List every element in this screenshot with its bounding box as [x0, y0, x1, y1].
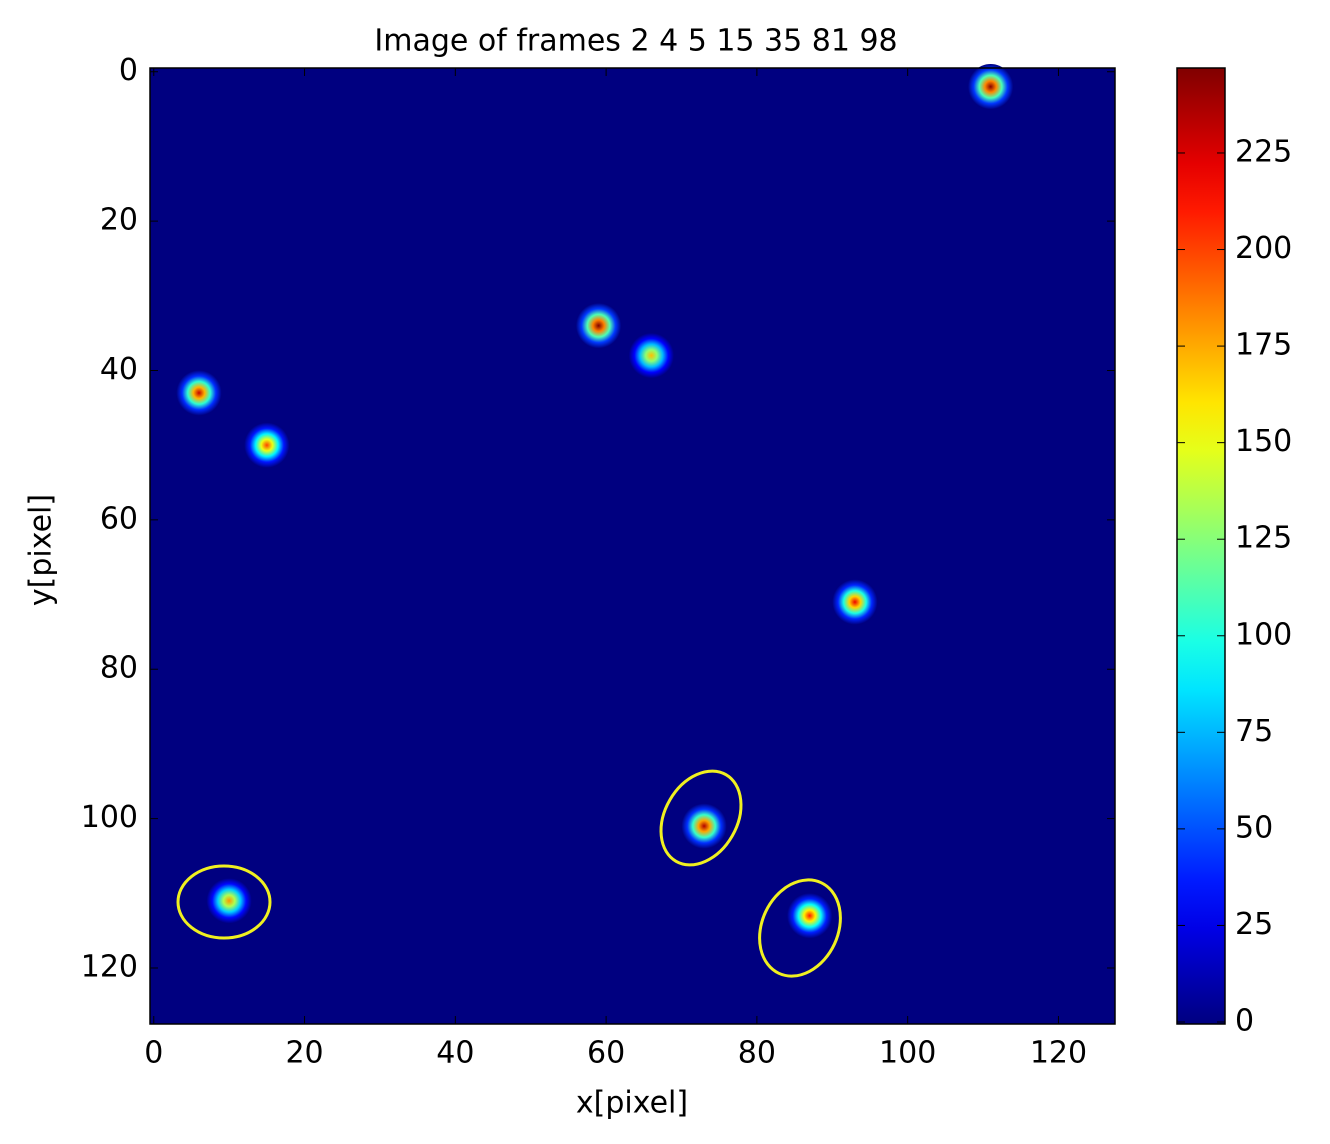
x-tick-label: 0 — [144, 1036, 163, 1071]
spot — [176, 370, 222, 416]
spot — [628, 332, 674, 379]
colorbar-tick-label: 100 — [1235, 617, 1292, 652]
y-tick-label: 60 — [100, 501, 138, 536]
annotation-ellipse — [659, 769, 743, 867]
colorbar-tick-label: 175 — [1235, 328, 1292, 363]
y-axis-label: y[pixel] — [24, 494, 59, 606]
colorbar-tick-label: 225 — [1235, 134, 1292, 169]
spot — [575, 303, 622, 349]
colorbar-tick-label: 50 — [1235, 810, 1273, 845]
x-tick-label: 20 — [285, 1036, 323, 1071]
x-tick-label: 80 — [738, 1036, 776, 1071]
x-tick-label: 100 — [879, 1036, 936, 1071]
chart-title: Image of frames 2 4 5 15 35 81 98 — [374, 24, 897, 59]
plot-frame — [149, 67, 1116, 1025]
spot — [244, 422, 290, 468]
x-axis-label: x[pixel] — [576, 1086, 688, 1121]
y-tick-label: 120 — [81, 949, 138, 984]
y-tick-label: 100 — [81, 800, 138, 835]
x-tick-label: 40 — [436, 1036, 474, 1071]
spot — [787, 893, 833, 939]
spot — [206, 878, 252, 924]
x-tick-label: 120 — [1030, 1036, 1087, 1071]
spot — [832, 579, 878, 625]
y-tick-label: 40 — [100, 352, 138, 387]
colorbar-tick-label: 200 — [1235, 231, 1292, 266]
y-tick-label: 80 — [100, 651, 138, 686]
annotation-ellipse — [758, 878, 842, 978]
y-tick-label: 0 — [119, 53, 138, 88]
heatmap-background — [150, 68, 1115, 1024]
annotation-ellipse — [176, 864, 272, 940]
colorbar — [1176, 67, 1226, 1025]
x-tick-label: 60 — [587, 1036, 625, 1071]
colorbar-tick-label: 0 — [1235, 1004, 1254, 1039]
spot — [967, 64, 1014, 110]
colorbar-tick-label: 150 — [1235, 424, 1292, 459]
colorbar-tick-label: 25 — [1235, 907, 1273, 942]
y-tick-label: 20 — [100, 203, 138, 238]
colorbar-tick-label: 75 — [1235, 714, 1273, 749]
colorbar-tick-label: 125 — [1235, 521, 1292, 556]
spot — [681, 803, 727, 849]
